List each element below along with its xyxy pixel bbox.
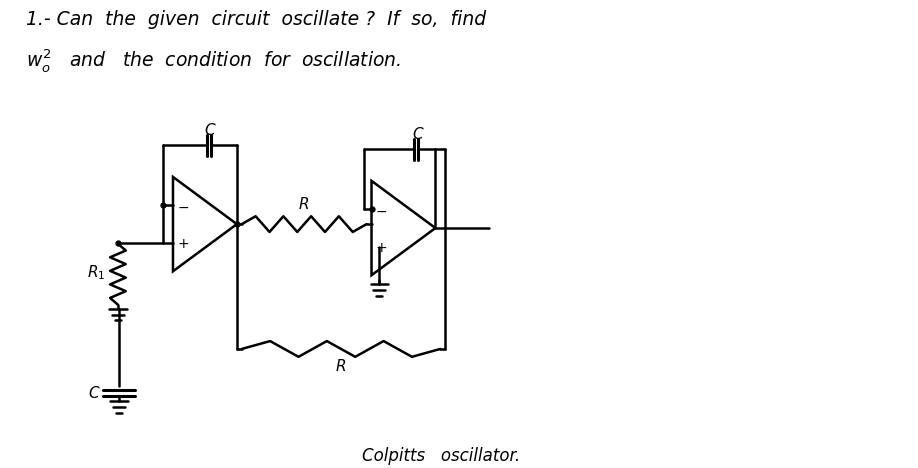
Text: $R_1$: $R_1$ xyxy=(87,263,106,282)
Text: $-$: $-$ xyxy=(375,204,387,217)
Text: $w_o^2$   and   the  condition  for  oscillation.: $w_o^2$ and the condition for oscillatio… xyxy=(26,47,401,74)
Text: R: R xyxy=(299,197,309,212)
Text: 1.- Can  the  given  circuit  oscillate ?  If  so,  find: 1.- Can the given circuit oscillate ? If… xyxy=(26,10,486,29)
Text: R: R xyxy=(336,359,346,374)
Text: C: C xyxy=(412,127,423,142)
Text: C: C xyxy=(88,386,98,401)
Text: $+$: $+$ xyxy=(375,241,387,255)
Text: $+$: $+$ xyxy=(177,237,189,251)
Text: Colpitts   oscillator.: Colpitts oscillator. xyxy=(362,447,520,465)
Text: $-$: $-$ xyxy=(177,199,189,213)
Text: C: C xyxy=(204,123,215,138)
